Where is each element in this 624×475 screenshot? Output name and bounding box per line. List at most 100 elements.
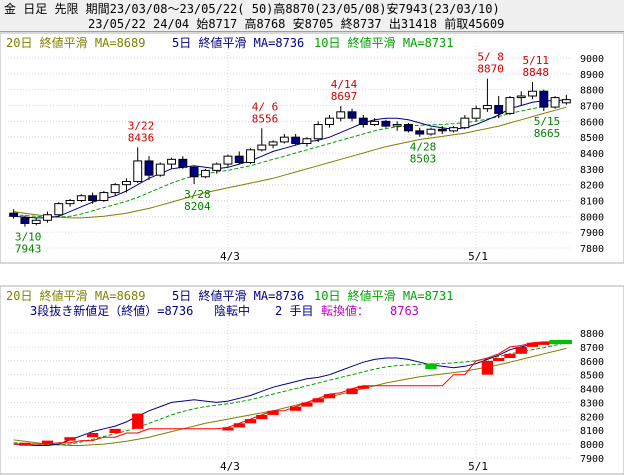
top-y-axis: 7800 7900 8000 8100 8200 8300 8400 8500 8600 8700…	[580, 54, 604, 255]
candle-body	[200, 169, 210, 178]
candle-body	[189, 166, 199, 178]
y-tick-label: 8100	[580, 197, 604, 208]
candle-body	[178, 158, 188, 168]
header-ohlc: 23/05/22 24/04 始8717 高8768 安8705 終8737 出…	[88, 17, 505, 31]
annotation-date: 5/15	[534, 115, 561, 128]
candle-body	[155, 163, 165, 176]
annotation-date: 4/28	[410, 141, 437, 154]
y-tick-label: 8700	[580, 102, 604, 113]
candle-body	[31, 219, 41, 224]
annotation-date: 4/ 6	[252, 100, 278, 113]
candle-body	[246, 149, 255, 163]
y-tick-label: 8200	[580, 181, 604, 192]
renko-turn-value: 8763	[390, 304, 419, 318]
candle-body	[167, 158, 177, 165]
y-tick-label: 7900	[580, 228, 604, 239]
renko-brick	[41, 440, 54, 444]
top-legend-ma5: 5日 終値平滑 MA=8736	[172, 35, 304, 50]
renko-brick	[244, 419, 257, 424]
annotation-date: 5/ 8	[477, 51, 504, 64]
ma10-line	[13, 100, 567, 218]
top-candles	[9, 78, 571, 227]
y-tick-label: 8000	[580, 212, 604, 223]
candle-body	[370, 120, 380, 126]
chart-header: 金 日足 先限 期間23/03/08～23/05/22( 50)高8870(23…	[0, 0, 624, 32]
candle-body	[482, 105, 492, 110]
candle-body	[358, 117, 368, 125]
y-tick-label: 9000	[580, 54, 604, 65]
annotation-date: 5/11	[523, 54, 550, 67]
candle-body	[133, 160, 143, 183]
renko-brick	[538, 341, 550, 345]
y-tick-label: 8600	[580, 357, 604, 368]
annotation-value: 8503	[410, 153, 437, 166]
annotation-date: 3/10	[15, 231, 41, 244]
renko-turn-label: 転換値：	[321, 303, 369, 318]
candle-body	[415, 130, 425, 135]
renko-brick	[267, 410, 279, 415]
y-tick-label: 7900	[580, 454, 604, 465]
annotation-date: 4/14	[331, 78, 358, 91]
candle-body	[279, 136, 289, 143]
annotation-value: 8870	[477, 63, 504, 76]
bottom-renko-bricks	[19, 339, 572, 446]
bottom-panel-frame	[0, 285, 624, 475]
candle-body	[291, 136, 301, 145]
candle-body	[325, 117, 334, 125]
y-tick-label: 8600	[580, 117, 604, 128]
renko-step: 2 手目	[275, 304, 313, 318]
y-tick-label: 8800	[580, 86, 604, 97]
bottom-legend-ma10: 10日 終値平滑 MA=8731	[314, 288, 453, 303]
top-x-axis: 4/3 5/1	[220, 250, 488, 263]
annotation-value: 8848	[523, 66, 550, 79]
y-tick-label: 8400	[580, 385, 604, 396]
bottom-x-axis: 4/3 5/1	[220, 460, 488, 473]
x-tick-label: 5/1	[468, 250, 488, 263]
ma10-line	[13, 342, 567, 446]
annotation-value: 8204	[184, 200, 211, 213]
candle-body	[460, 117, 470, 129]
ma5-line	[13, 341, 567, 446]
y-tick-label: 8500	[580, 371, 604, 382]
candle-body	[347, 111, 357, 119]
y-tick-label: 8300	[580, 165, 604, 176]
candle-body	[505, 97, 515, 114]
candle-body	[550, 97, 560, 108]
candle-body	[392, 124, 402, 127]
candle-body	[471, 108, 481, 119]
annotation-date: 3/22	[128, 119, 155, 132]
x-tick-label: 5/1	[468, 460, 488, 473]
candle-body	[257, 144, 267, 151]
renko-trend: 陰転中	[214, 303, 250, 318]
annotation-value: 8556	[252, 112, 278, 125]
candle-body	[234, 155, 244, 164]
candle-body	[43, 214, 52, 221]
y-tick-label: 8500	[580, 133, 604, 144]
candle-body	[212, 163, 222, 171]
annotation-value: 8665	[534, 127, 561, 140]
top-grid	[8, 46, 572, 249]
renko-brick	[312, 398, 324, 403]
renko-brick	[515, 346, 527, 354]
candle-body	[561, 99, 571, 104]
candle-body	[313, 124, 323, 140]
candle-body	[539, 90, 549, 108]
candle-body	[516, 95, 526, 99]
renko-brick	[256, 414, 268, 420]
bottom-y-axis: 7900 8000 8100 8200 8300 8400 8500 8600 8700 8800	[580, 329, 604, 465]
candle-body	[437, 128, 447, 132]
x-tick-label: 4/3	[220, 460, 240, 473]
y-tick-label: 8100	[580, 426, 604, 437]
candle-body	[54, 203, 64, 216]
candle-body	[336, 111, 346, 119]
renko-brick	[301, 402, 313, 407]
bottom-legend-ma20: 20日 終値平滑 MA=8689	[6, 288, 145, 303]
annotation-value: 8436	[128, 131, 155, 144]
renko-brick	[19, 442, 31, 446]
y-tick-label: 8400	[580, 149, 604, 160]
candle-body	[494, 105, 504, 114]
renko-brick	[233, 423, 245, 428]
renko-brick	[549, 339, 561, 345]
renko-title: 3段抜き新値足（終値）=8736	[30, 303, 193, 318]
